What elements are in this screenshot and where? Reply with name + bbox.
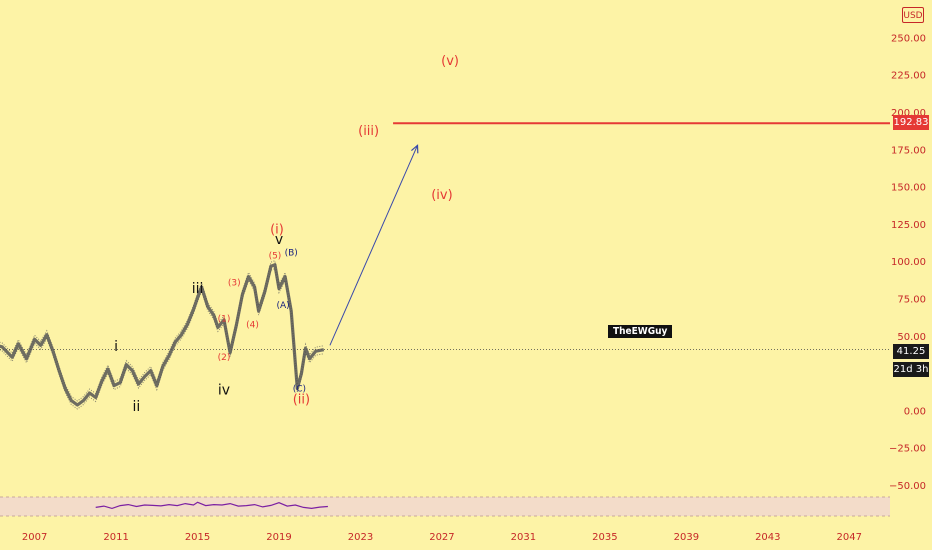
y-tick-label: −50.00 [889,481,926,492]
x-tick-label: 2047 [837,532,862,543]
wave-label-primary: (iii) [358,124,379,139]
wave-label-primary: (v) [441,54,459,69]
bar-countdown-tag: 21d 3h [893,362,929,377]
wave-label-intermediate: iii [192,281,204,297]
projection-arrow-head [411,144,419,154]
y-tick-label: −25.00 [889,444,926,455]
target-price-tag: 192.83 [893,115,929,130]
y-tick-label: 125.00 [891,220,926,231]
oscillator-pane [0,496,890,517]
x-tick-label: 2035 [592,532,617,543]
wave-label-minor: (4) [246,320,259,330]
x-tick-label: 2043 [755,532,780,543]
x-tick-label: 2011 [103,532,128,543]
wave-label-minor: (2) [218,353,231,363]
y-tick-label: 175.00 [891,145,926,156]
price-series-body [0,263,325,407]
x-tick-label: 2027 [429,532,454,543]
wave-label-intermediate: v [275,232,283,248]
wave-label-primary: (iv) [431,188,452,203]
y-tick-label: 75.00 [897,295,926,306]
oscillator-band [0,497,890,516]
y-tick-label: 200.00 [891,108,926,119]
y-tick-label: 100.00 [891,257,926,268]
author-watermark: TheEWGuy [608,325,673,338]
price-series-lows [0,268,324,410]
wave-label-minor: (1) [218,314,231,324]
price-pane [0,122,890,410]
time-axis[interactable]: 2007 2011 2015 2019 2023 2027 2031 2035 2039 2043… [22,532,862,543]
price-axis[interactable]: 250.00 225.00 200.00 175.00 150.00 125.00 100.… [889,33,926,492]
y-tick-label: 250.00 [891,33,926,44]
y-tick-label: 150.00 [891,183,926,194]
wave-label-primary: (ii) [293,392,310,407]
wave-label-minor: (5) [269,252,282,262]
oscillator-line [95,501,328,510]
y-tick-label: 50.00 [897,332,926,343]
wave-label-primary: (i) [270,222,284,237]
y-tick-label: 0.00 [904,406,926,417]
x-tick-label: 2019 [266,532,291,543]
wave-label-intermediate: i [114,339,118,355]
wave-label-minor: (3) [228,279,241,289]
y-tick-label: 225.00 [891,71,926,82]
x-tick-label: 2023 [348,532,373,543]
projection-arrow-line[interactable] [329,145,418,346]
wave-label-correction: (B) [285,249,298,259]
x-tick-label: 2015 [185,532,210,543]
wave-labels: (i) (ii) (iii) (iv) (v) (1) (2) (3) (4) (5) (B) (A)… [114,54,459,415]
last-price-tag: 41.25 [893,344,929,359]
x-tick-label: 2007 [22,532,47,543]
wave-label-correction: (C) [293,385,306,395]
wave-label-intermediate: iv [218,383,230,399]
wave-label-intermediate: ii [133,399,141,415]
price-series-highs [0,260,324,402]
x-tick-label: 2039 [674,532,699,543]
currency-badge[interactable]: USD [902,7,924,23]
wave-label-correction: (A) [276,301,289,311]
x-tick-label: 2031 [511,532,536,543]
